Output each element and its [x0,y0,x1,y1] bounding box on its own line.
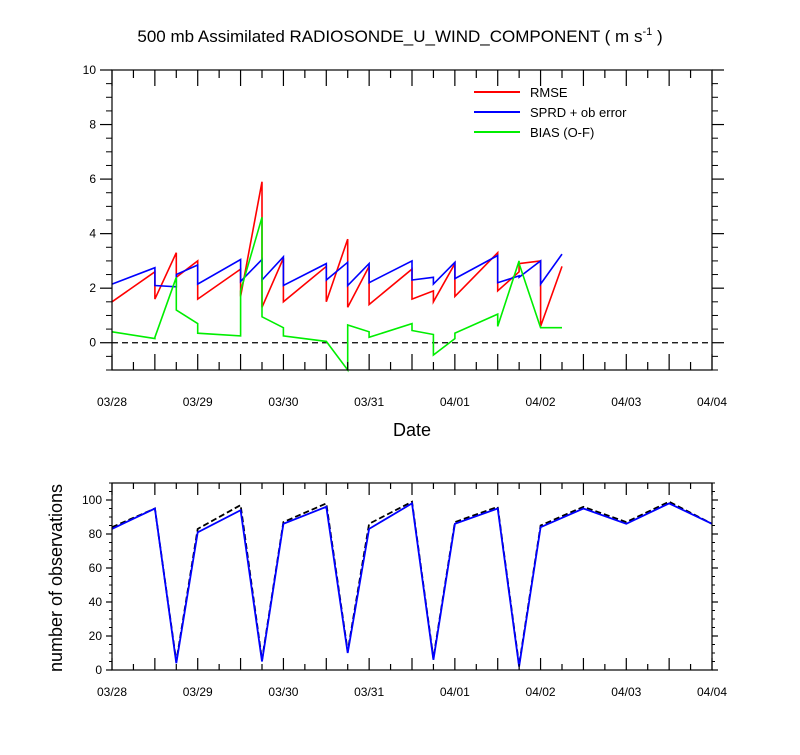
legend-label-sprd: SPRD + ob error [530,105,627,120]
y-tick-label: 20 [89,629,103,643]
series-line-possible-observations [111,500,713,666]
y-tick-label: 4 [89,227,96,241]
y-tick-label: 0 [95,663,102,677]
y-tick-label: 8 [89,118,96,132]
x-tick-label: 03/28 [97,685,127,699]
chart-title-end: ) [652,27,662,46]
x-tick-label: 04/04 [697,685,727,699]
x-tick-label: 03/29 [183,395,213,409]
x-tick-label: 03/31 [354,395,384,409]
y-tick-label: 6 [89,172,96,186]
y-tick-label: 80 [89,527,103,541]
chart-title-main: 500 mb Assimilated RADIOSONDE_U_WIND_COM… [137,27,642,46]
series-line-bias-o-f [111,217,562,373]
y-tick-label: 40 [89,595,103,609]
x-tick-label: 04/01 [440,685,470,699]
x-tick-label: 04/02 [526,685,556,699]
x-tick-label: 04/03 [611,395,641,409]
series-line-assimilated-observations [111,501,713,667]
y-tick-label: 0 [89,336,96,350]
y-tick-label: 60 [89,561,103,575]
x-tick-label: 04/01 [440,395,470,409]
y-tick-label: 2 [89,281,96,295]
x-tick-label: 03/29 [183,685,213,699]
x-tick-label: 03/28 [97,395,127,409]
x-tick-label: 03/31 [354,685,384,699]
observations-panel: 03/28 03/29 03/30 03/31 04/01 04/02 04/03 04/04… [82,482,727,699]
legend: RMSE SPRD + ob error BIAS (O-F) [474,85,627,140]
legend-label-rmse: RMSE [530,85,568,100]
x-axis-title: Date [393,420,431,440]
chart-title-sup: -1 [642,26,652,38]
series-line-rmse [111,181,563,327]
x-tick-label: 03/30 [268,395,298,409]
y-tick-label: 100 [82,493,102,507]
x-tick-label: 04/03 [611,685,641,699]
plot-frame [111,482,713,671]
x-tick-label: 04/04 [697,395,727,409]
series-line-sprd-ob-error [111,253,563,288]
chart-title: 500 mb Assimilated RADIOSONDE_U_WIND_COM… [137,26,662,46]
y-tick-label: 10 [83,63,97,77]
x-tick-label: 03/30 [268,685,298,699]
legend-label-bias: BIAS (O-F) [530,125,594,140]
rmse-panel: 03/28 03/29 03/30 03/31 04/01 04/02 04/03 04/04… [83,63,728,409]
x-tick-label: 04/02 [526,395,556,409]
y-axis-title-observations: number of observations [46,484,66,672]
